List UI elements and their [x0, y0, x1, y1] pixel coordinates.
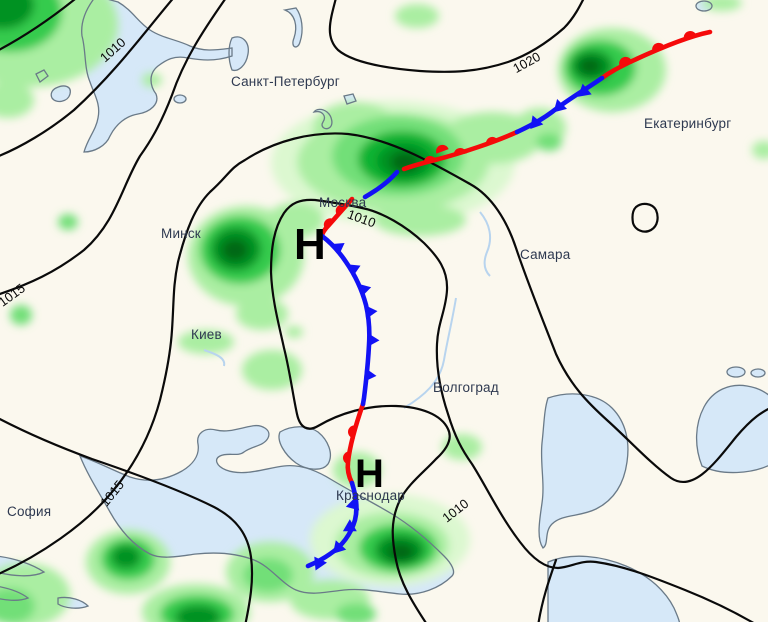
isobar-closed-samara [631, 202, 659, 233]
isobar-sw-long [0, 417, 254, 622]
isobar-1015-west [0, 0, 226, 296]
isobar-spur [537, 558, 558, 622]
isobar-1020-trough [328, 0, 585, 73]
isobar-nw-corner [0, 0, 76, 51]
river-layer [203, 211, 492, 409]
isobar-1015-long [0, 132, 768, 575]
isobar-1010-nw [0, 0, 174, 157]
isobar-1010-main [269, 198, 755, 622]
